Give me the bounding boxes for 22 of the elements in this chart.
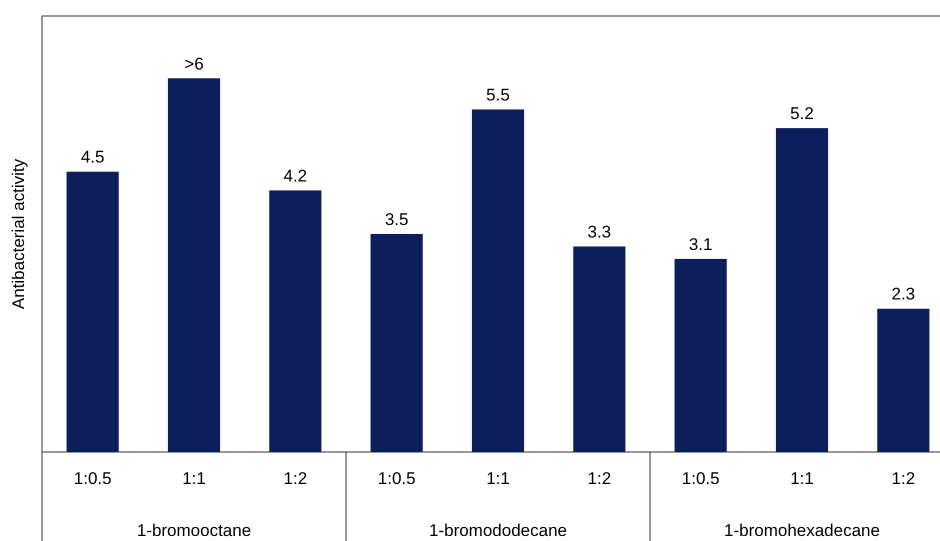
data-label: 4.5 xyxy=(80,148,104,167)
x-tick-label: 1:0.5 xyxy=(74,469,112,488)
y-axis-title: Antibacterial activity xyxy=(9,158,28,310)
x-tick-label: 1:2 xyxy=(284,469,308,488)
x-tick-label: 1:0.5 xyxy=(378,469,416,488)
text: 1-bromooctane xyxy=(136,521,252,540)
data-label: 4.2 xyxy=(284,166,308,186)
text: 1-bromododecane xyxy=(429,521,567,540)
data-label: 5.5 xyxy=(486,85,510,104)
data-label: 5.2 xyxy=(790,104,814,124)
data-label: >6 xyxy=(184,54,204,74)
x-tick-label: 1:2 xyxy=(892,469,916,488)
data-label: 2.3 xyxy=(892,284,916,304)
data-label: 3.3 xyxy=(588,222,612,242)
x-tick-label: 1:1 xyxy=(182,469,206,488)
x-tick-label: 1:0.5 xyxy=(682,469,720,488)
data-label: 3.1 xyxy=(688,234,712,254)
text: 1-bromohexadecane xyxy=(724,521,880,540)
data-label: 3.5 xyxy=(384,210,408,229)
x-tick-label: 1:2 xyxy=(588,469,612,488)
x-tick-label: 1:1 xyxy=(790,469,814,488)
x-tick-label: 1:1 xyxy=(486,469,510,488)
